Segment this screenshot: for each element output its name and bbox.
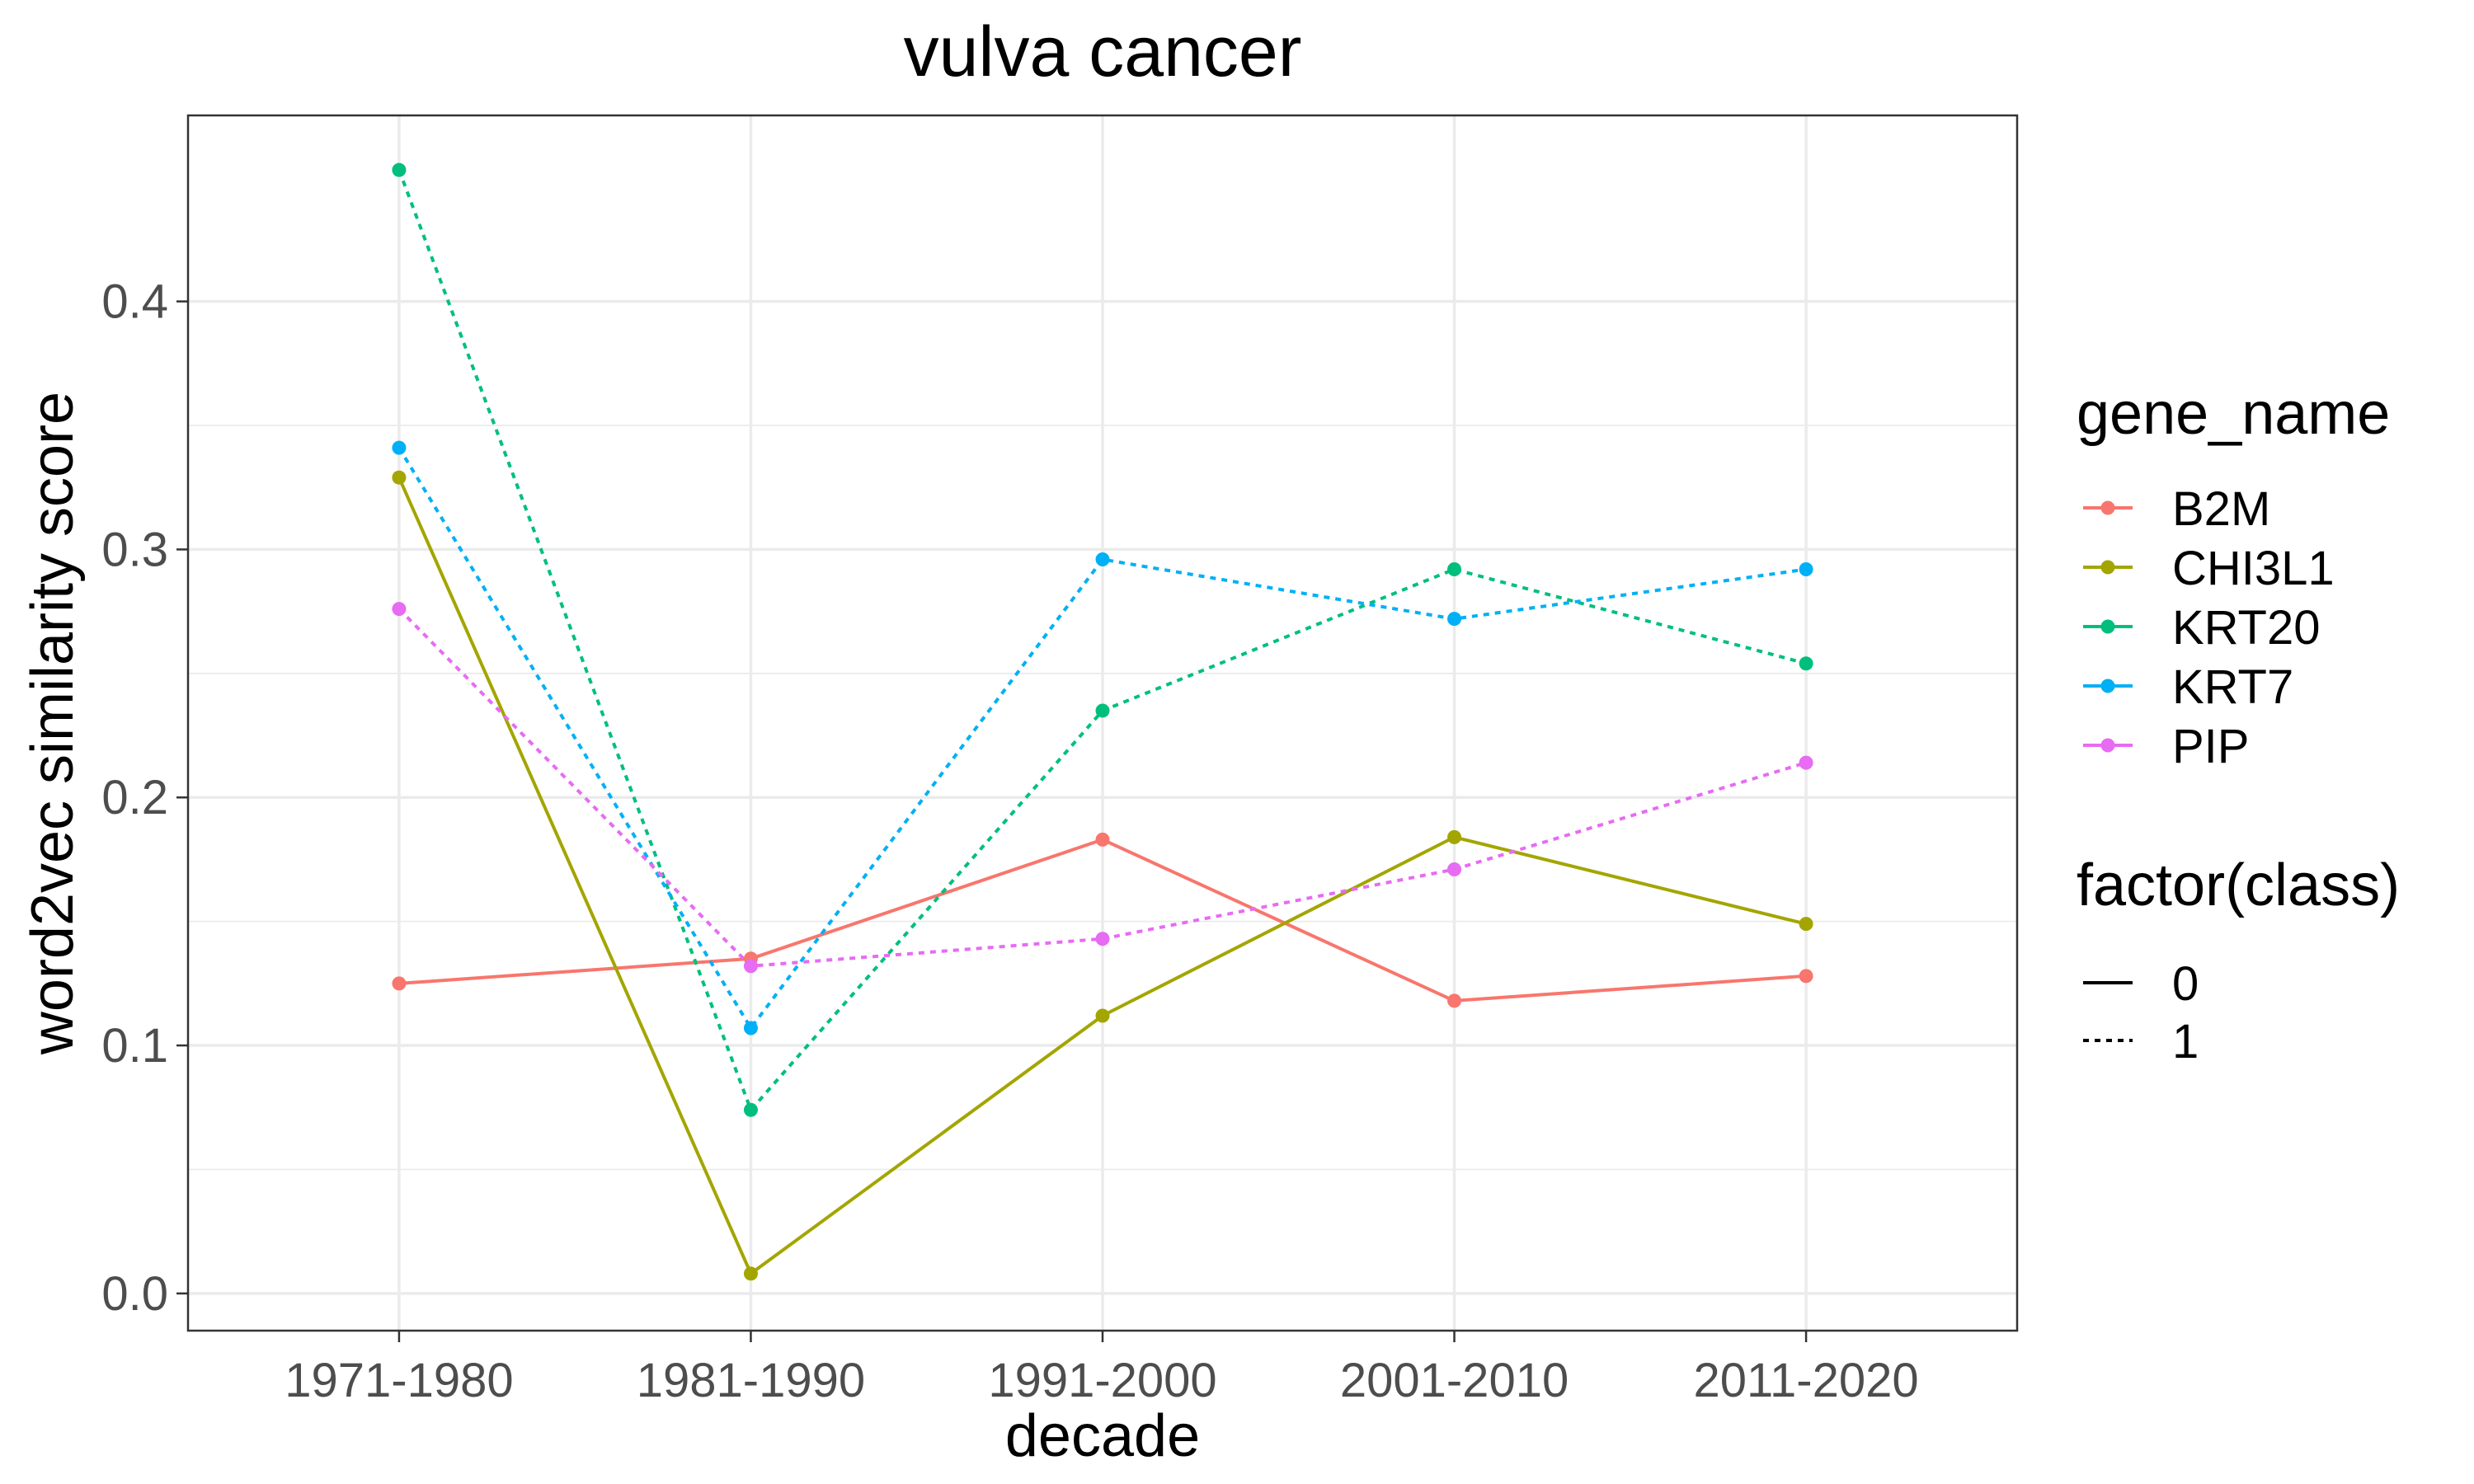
x-tick-label: 1971-1980 xyxy=(285,1354,513,1407)
linetype-label-1: 1 xyxy=(2172,1015,2199,1068)
data-point-b2m xyxy=(1095,832,1110,847)
y-axis-title: word2vec similarity score xyxy=(20,392,86,1055)
data-point-krt7 xyxy=(1799,561,1813,576)
data-point-pip xyxy=(1799,755,1813,770)
legend-label-chi3l1: CHI3L1 xyxy=(2172,542,2335,595)
data-point-krt7 xyxy=(392,440,407,455)
data-point-b2m xyxy=(392,976,407,991)
data-point-krt7 xyxy=(743,1021,758,1036)
data-point-chi3l1 xyxy=(1447,829,1462,844)
linetype-label-0: 0 xyxy=(2172,957,2199,1011)
legend-key-point-chi3l1 xyxy=(2100,560,2115,575)
data-point-pip xyxy=(392,602,407,617)
y-tick-label: 0.2 xyxy=(101,771,168,824)
data-point-pip xyxy=(1095,932,1110,946)
data-point-chi3l1 xyxy=(743,1266,758,1281)
x-axis-title: decade xyxy=(1005,1403,1200,1469)
data-point-krt20 xyxy=(1447,561,1462,576)
x-tick-label: 1981-1990 xyxy=(637,1354,865,1407)
data-point-chi3l1 xyxy=(392,470,407,485)
legend-key-point-b2m xyxy=(2100,500,2115,515)
legend-key-point-krt20 xyxy=(2100,619,2115,634)
x-tick-label: 2011-2020 xyxy=(1694,1354,1919,1407)
y-tick-label: 0.0 xyxy=(101,1267,168,1321)
series-line-krt7 xyxy=(397,447,1807,1030)
legend-key-point-krt7 xyxy=(2100,679,2115,693)
gridlines xyxy=(188,115,2017,1331)
legend-key-point-pip xyxy=(2100,738,2115,753)
data-point-pip xyxy=(1447,862,1462,876)
data-point-b2m xyxy=(1447,993,1462,1008)
data-point-chi3l1 xyxy=(1095,1008,1110,1023)
data-point-krt20 xyxy=(1799,656,1813,671)
color-legend-title: gene_name xyxy=(2077,381,2390,447)
legend-label-krt7: KRT7 xyxy=(2172,660,2293,714)
data-point-krt7 xyxy=(1095,552,1110,566)
data-point-chi3l1 xyxy=(1799,917,1813,932)
chart-title: vulva cancer xyxy=(904,12,1302,92)
data-point-b2m xyxy=(1799,969,1813,984)
x-tick-label: 1991-2000 xyxy=(988,1354,1216,1407)
data-point-krt20 xyxy=(743,1102,758,1117)
data-point-krt7 xyxy=(1447,612,1462,627)
linetype-legend-keys: 01 xyxy=(2083,957,2199,1068)
axes: 0.0 0.1 0.2 0.3 0.4 1971-1980 1981-1990 1991-20… xyxy=(101,275,1918,1407)
y-tick-label: 0.1 xyxy=(101,1019,168,1073)
legend-label-b2m: B2M xyxy=(2172,482,2270,536)
y-tick-label: 0.3 xyxy=(101,523,168,576)
legend-label-pip: PIP xyxy=(2172,720,2250,773)
x-tick-label: 2001-2010 xyxy=(1340,1354,1569,1407)
data-point-krt20 xyxy=(1095,703,1110,718)
legend-label-krt20: KRT20 xyxy=(2172,601,2320,655)
data-point-pip xyxy=(743,959,758,974)
y-tick-label: 0.4 xyxy=(101,275,168,329)
series-points xyxy=(392,162,1813,1281)
linetype-legend-title: factor(class) xyxy=(2077,852,2400,918)
data-point-krt20 xyxy=(392,162,407,177)
